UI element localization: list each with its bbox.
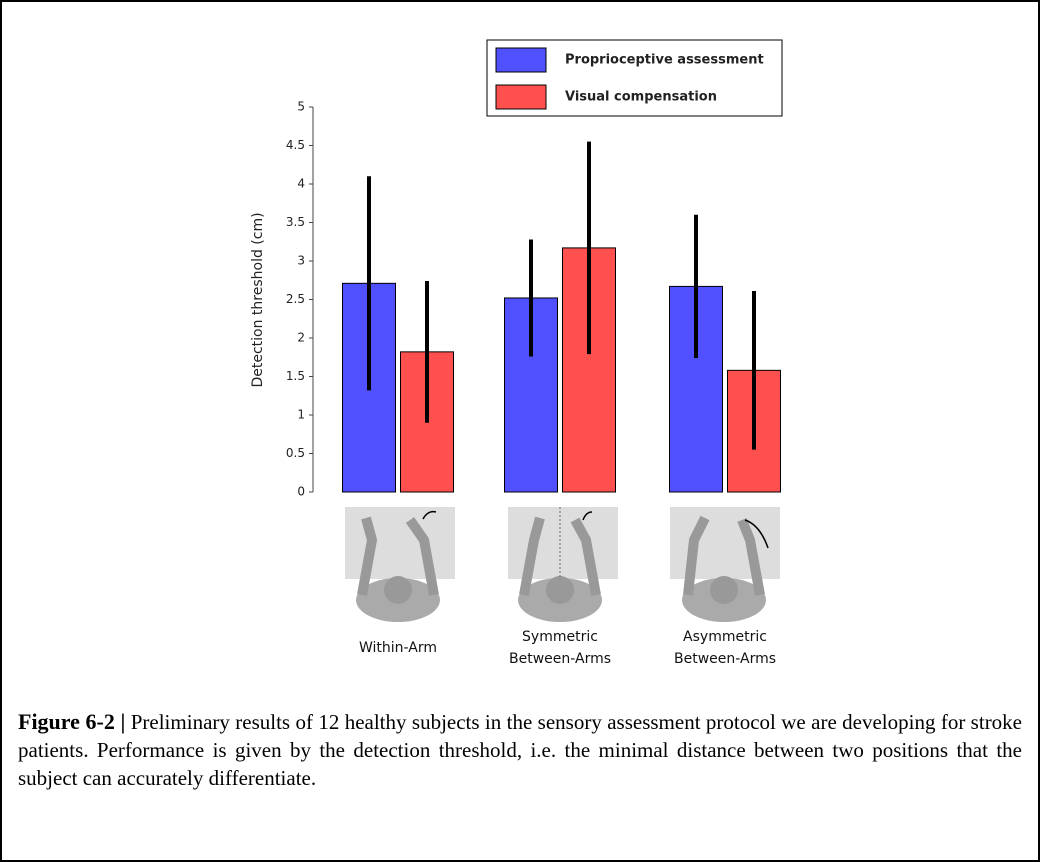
legend-label: Visual compensation <box>565 90 717 105</box>
y-tick-label: 1 <box>297 408 305 422</box>
x-tick-label: Within-Arm <box>358 640 438 656</box>
caption-text: Preliminary results of 12 healthy subjec… <box>18 710 1023 790</box>
caption-label: Figure 6-2 | <box>18 709 126 734</box>
legend-swatch <box>495 47 547 73</box>
legend-swatch <box>495 84 547 110</box>
y-tick-label: 3.5 <box>286 215 305 229</box>
y-tick-label: 2 <box>297 331 305 345</box>
caption: Figure 6-2 | Preliminary results of 12 h… <box>18 708 1022 792</box>
y-tick-label: 0.5 <box>286 446 305 460</box>
legend-label: Proprioceptive assessment <box>565 53 764 68</box>
x-tick-label: Symmetric Between-Arms <box>508 629 612 667</box>
y-tick-label: 1.5 <box>286 369 305 383</box>
arm-illustrations <box>345 507 780 622</box>
y-tick-label: 2.5 <box>286 292 305 306</box>
y-tick-label: 0 <box>297 485 305 499</box>
chart: Detection threshold (cm) 0 0.5 1 1.5 2 2.5 3 3.… <box>250 39 783 622</box>
x-tick-label: Asymmetric Between-Arms <box>673 629 777 667</box>
y-tick-label: 3 <box>297 254 305 268</box>
y-tick-label: 4.5 <box>286 138 305 152</box>
y-axis-label: Detection threshold (cm) <box>250 212 266 387</box>
y-tick-label: 5 <box>297 100 305 114</box>
y-tick-label: 4 <box>297 177 305 191</box>
